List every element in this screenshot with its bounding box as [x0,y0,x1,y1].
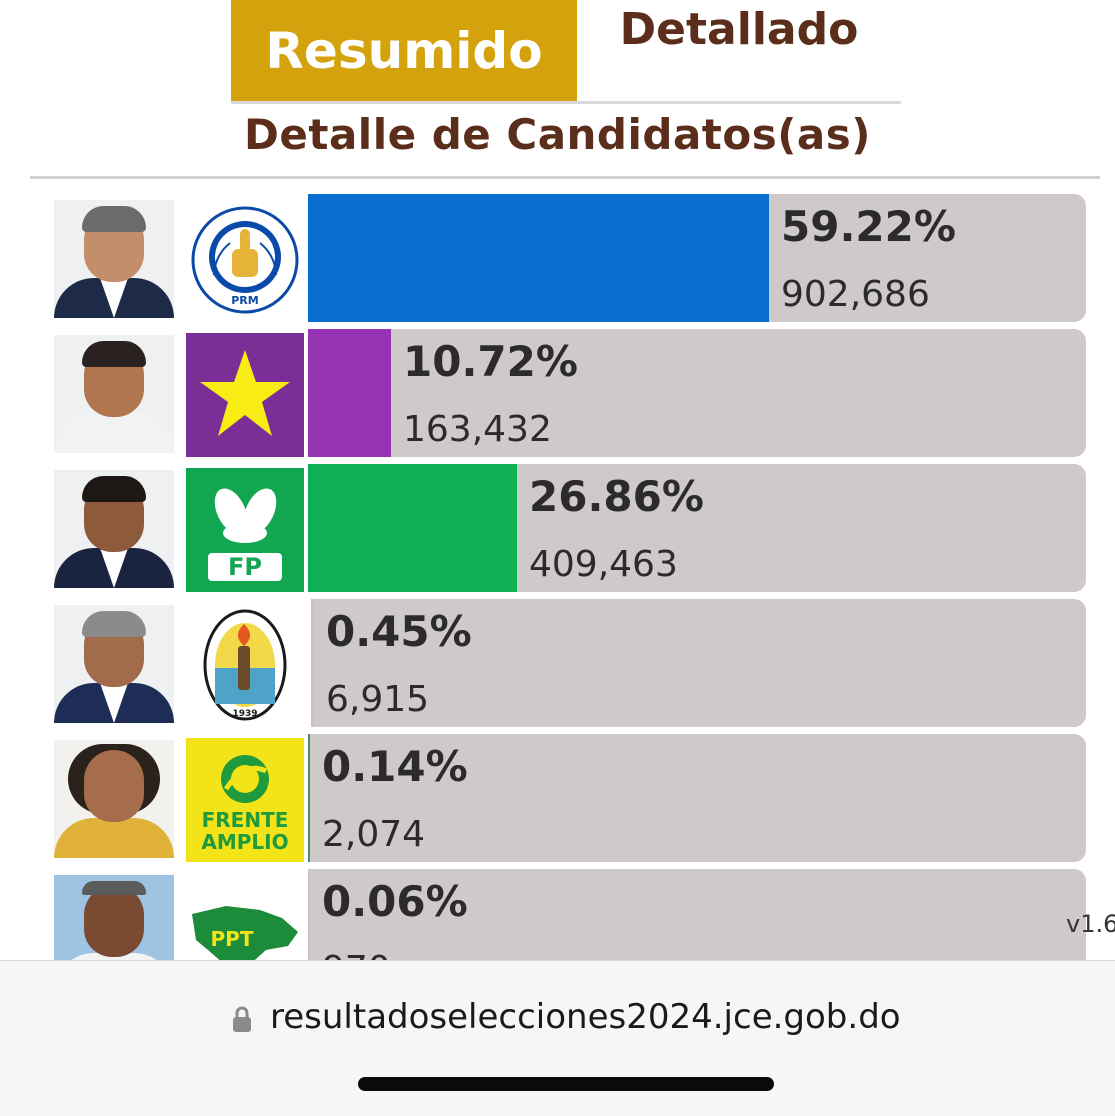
section-title: Detalle de Candidatos(as) [244,110,871,159]
vote-bar-fill-6 [308,869,310,997]
frente-amplio-line1: FRENTE [202,808,289,832]
vote-bar-fill-3 [308,464,517,592]
vote-bar-fill-1 [308,194,769,322]
candidate-row-3[interactable]: FP 26.86% 409,463 [0,462,1115,592]
vote-bar-fill-4 [311,599,314,727]
percent-label-1: 59.22% [781,202,956,251]
party-logo-star [186,333,304,457]
vote-bar-2: 10.72% 163,432 [308,329,1086,457]
tab-resumido[interactable]: Resumido [231,0,577,102]
tabs-underline [231,101,901,104]
prm-logo-text: PRM [231,294,258,307]
candidate-row-1[interactable]: PRM 59.22% 902,686 [0,192,1115,322]
version-label: v1.6 [1066,910,1115,938]
candidate-photo-1 [54,200,174,318]
percent-label-6: 0.06% [322,877,468,926]
star-icon [200,350,290,436]
candidate-photo-2 [54,335,174,453]
candidate-row-5[interactable]: FRENTE AMPLIO 0.14% 2,074 [0,732,1115,862]
candidate-photo-5 [54,740,174,858]
percent-label-4: 0.45% [326,607,472,656]
fp-logo-text: FP [228,553,262,581]
prd-logo-year: 1939 [232,709,257,719]
home-indicator[interactable] [358,1077,774,1091]
candidate-row-4[interactable]: 1939 0.45% 6,915 [0,597,1115,727]
vote-bar-1: 59.22% 902,686 [308,194,1086,322]
vote-bar-4: 0.45% 6,915 [311,599,1086,727]
view-tabs: Resumido Detallado [231,0,901,104]
vote-bar-fill-2 [308,329,391,457]
ppt-logo-text: PPT [211,927,254,951]
votes-label-5: 2,074 [322,814,426,855]
party-logo-frente-amplio: FRENTE AMPLIO [186,738,304,862]
votes-label-4: 6,915 [326,679,430,720]
url-text[interactable]: resultadoselecciones2024.jce.gob.do [270,997,901,1037]
party-logo-prd: 1939 [186,603,304,727]
section-divider [30,176,1100,179]
candidate-list: PRM 59.22% 902,686 10.72% 163,432 [0,192,1115,997]
percent-label-2: 10.72% [403,337,578,386]
votes-label-1: 902,686 [781,274,930,315]
percent-label-5: 0.14% [322,742,468,791]
votes-label-2: 163,432 [403,409,552,450]
vote-bar-3: 26.86% 409,463 [308,464,1086,592]
candidate-row-2[interactable]: 10.72% 163,432 [0,327,1115,457]
party-logo-prm: PRM [186,198,304,322]
candidate-photo-3 [54,470,174,588]
candidate-photo-4 [54,605,174,723]
browser-address-bar[interactable]: resultadoselecciones2024.jce.gob.do [0,960,1115,1116]
votes-label-3: 409,463 [529,544,678,585]
percent-label-3: 26.86% [529,472,704,521]
lock-icon [233,1006,251,1032]
vote-bar-5: 0.14% 2,074 [308,734,1086,862]
tab-detallado[interactable]: Detallado [619,4,859,55]
party-logo-fp: FP [186,468,304,592]
frente-amplio-line2: AMPLIO [201,830,288,854]
vote-bar-fill-5 [308,734,310,862]
